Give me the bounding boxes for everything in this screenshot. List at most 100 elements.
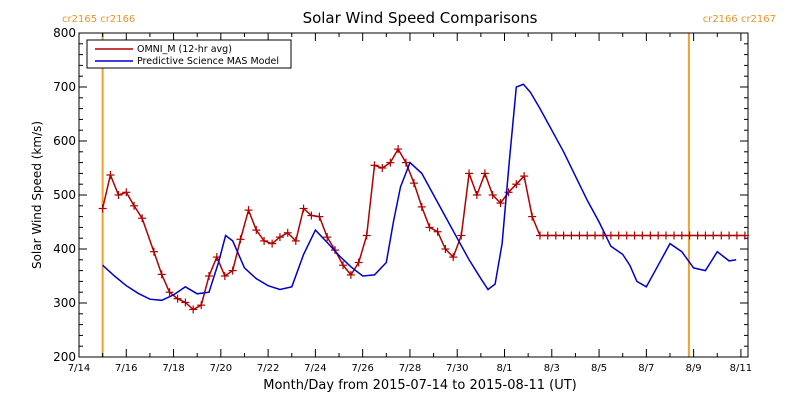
data-point-omni [378,164,387,172]
data-point-omni [205,272,214,280]
x-tick-label: 7/26 [351,363,373,374]
x-tick-label: 8/1 [496,363,512,374]
data-point-omni [520,172,529,181]
data-point-omni [583,231,592,240]
data-point-omni [496,199,505,208]
data-point-omni [275,233,284,242]
data-point-omni [362,231,371,240]
data-point-omni [149,247,158,256]
data-point-omni [323,233,332,242]
legend: OMNI_M (12-hr avg) Predictive Science MA… [86,39,292,69]
data-point-omni [480,169,489,178]
plot-frame [78,32,749,358]
x-tick-label: 7/16 [115,363,137,374]
y-tick-label: 200 [53,350,76,364]
data-point-omni [449,253,458,262]
data-point-omni [339,261,348,270]
x-tick-label: 7/22 [257,363,279,374]
data-point-omni [409,179,418,188]
carrington-marker-right: cr2166 cr2167 [687,14,776,357]
x-tick-label: 7/20 [210,363,232,374]
y-tick-label: 800 [53,26,76,40]
y-tick-label: 500 [53,188,76,202]
x-tick-label: 8/5 [591,363,607,374]
y-tick-label: 600 [53,134,76,148]
carrington-label-right: cr2166 cr2167 [703,14,776,25]
x-tick-label: 7/30 [446,363,468,374]
data-point-omni [457,231,466,240]
data-point-omni [106,171,115,180]
x-tick-label: 8/3 [544,363,560,374]
data-point-omni [130,201,139,210]
legend-label-omni: OMNI_M (12-hr avg) [137,44,232,55]
data-point-omni [307,211,316,220]
data-point-omni [433,227,442,236]
data-point-omni [386,158,395,167]
data-point-omni [417,202,426,211]
data-point-omni [465,169,474,178]
data-point-omni [283,228,292,237]
series-line-omni [101,147,745,311]
x-tick-label: 7/18 [162,363,184,374]
data-point-omni [236,235,245,244]
legend-label-model: Predictive Science MAS Model [137,56,279,67]
data-point-omni [370,161,379,170]
data-point-omni [685,231,694,240]
data-point-omni [114,191,123,199]
data-point-omni [157,270,166,279]
carrington-label-left: cr2165 cr2166 [62,14,135,25]
data-point-omni [488,191,497,199]
legend-box [86,39,292,69]
data-point-omni [165,288,174,297]
data-point-omni [189,305,198,314]
data-point-omni [472,191,481,199]
data-point-omni [228,266,237,275]
data-point-omni [197,301,206,310]
data-point-omni [122,188,131,197]
data-point-omni [315,212,324,221]
data-point-omni [717,231,726,240]
x-tick-label: 8/7 [638,363,654,374]
x-tick-label: 7/28 [399,363,421,374]
data-point-omni [551,231,560,240]
data-point-omni [638,231,647,240]
data-point-omni [606,231,615,240]
data-point-omni [575,231,584,240]
data-point-omni [220,272,229,280]
carrington-marker-left: cr2165 cr2166 [62,14,135,357]
data-point-omni [670,231,679,240]
data-point-omni [543,231,552,240]
series-line-model [102,83,737,302]
series-layer [98,83,749,314]
y-axis-label: Solar Wind Speed (km/s) [30,121,44,269]
y-tick-label: 700 [53,80,76,94]
data-point-omni [181,298,190,307]
data-point-omni [732,231,741,240]
x-tick-label: 8/11 [730,363,752,374]
data-point-omni [441,245,450,253]
data-point-omni [709,231,718,240]
data-point-omni [559,231,568,240]
x-axis-label: Month/Day from 2015-07-14 to 2015-08-11 … [263,378,576,393]
data-point-omni [614,231,623,240]
data-point-omni [98,204,107,213]
chart-title: Solar Wind Speed Comparisons [303,9,538,27]
data-point-omni [630,231,639,240]
data-point-omni [567,231,576,240]
data-point-omni [252,226,261,235]
data-point-omni [512,180,521,189]
y-tick-label: 300 [53,296,76,310]
data-point-omni [701,231,710,240]
data-point-omni [394,145,403,154]
data-point-omni [291,236,300,245]
x-axis: 7/14 7/16 7/18 7/20 7/22 7/24 7/26 7/28 7/30 8/1 8… [68,33,752,374]
data-point-omni [346,270,355,279]
data-point-omni [622,231,631,240]
x-tick-label: 7/24 [304,363,326,374]
data-point-omni [591,231,600,240]
data-point-omni [646,231,655,240]
y-axis: 200 300 400 500 600 700 800 [53,26,748,364]
data-point-omni [401,158,410,167]
data-point-omni [268,239,277,248]
